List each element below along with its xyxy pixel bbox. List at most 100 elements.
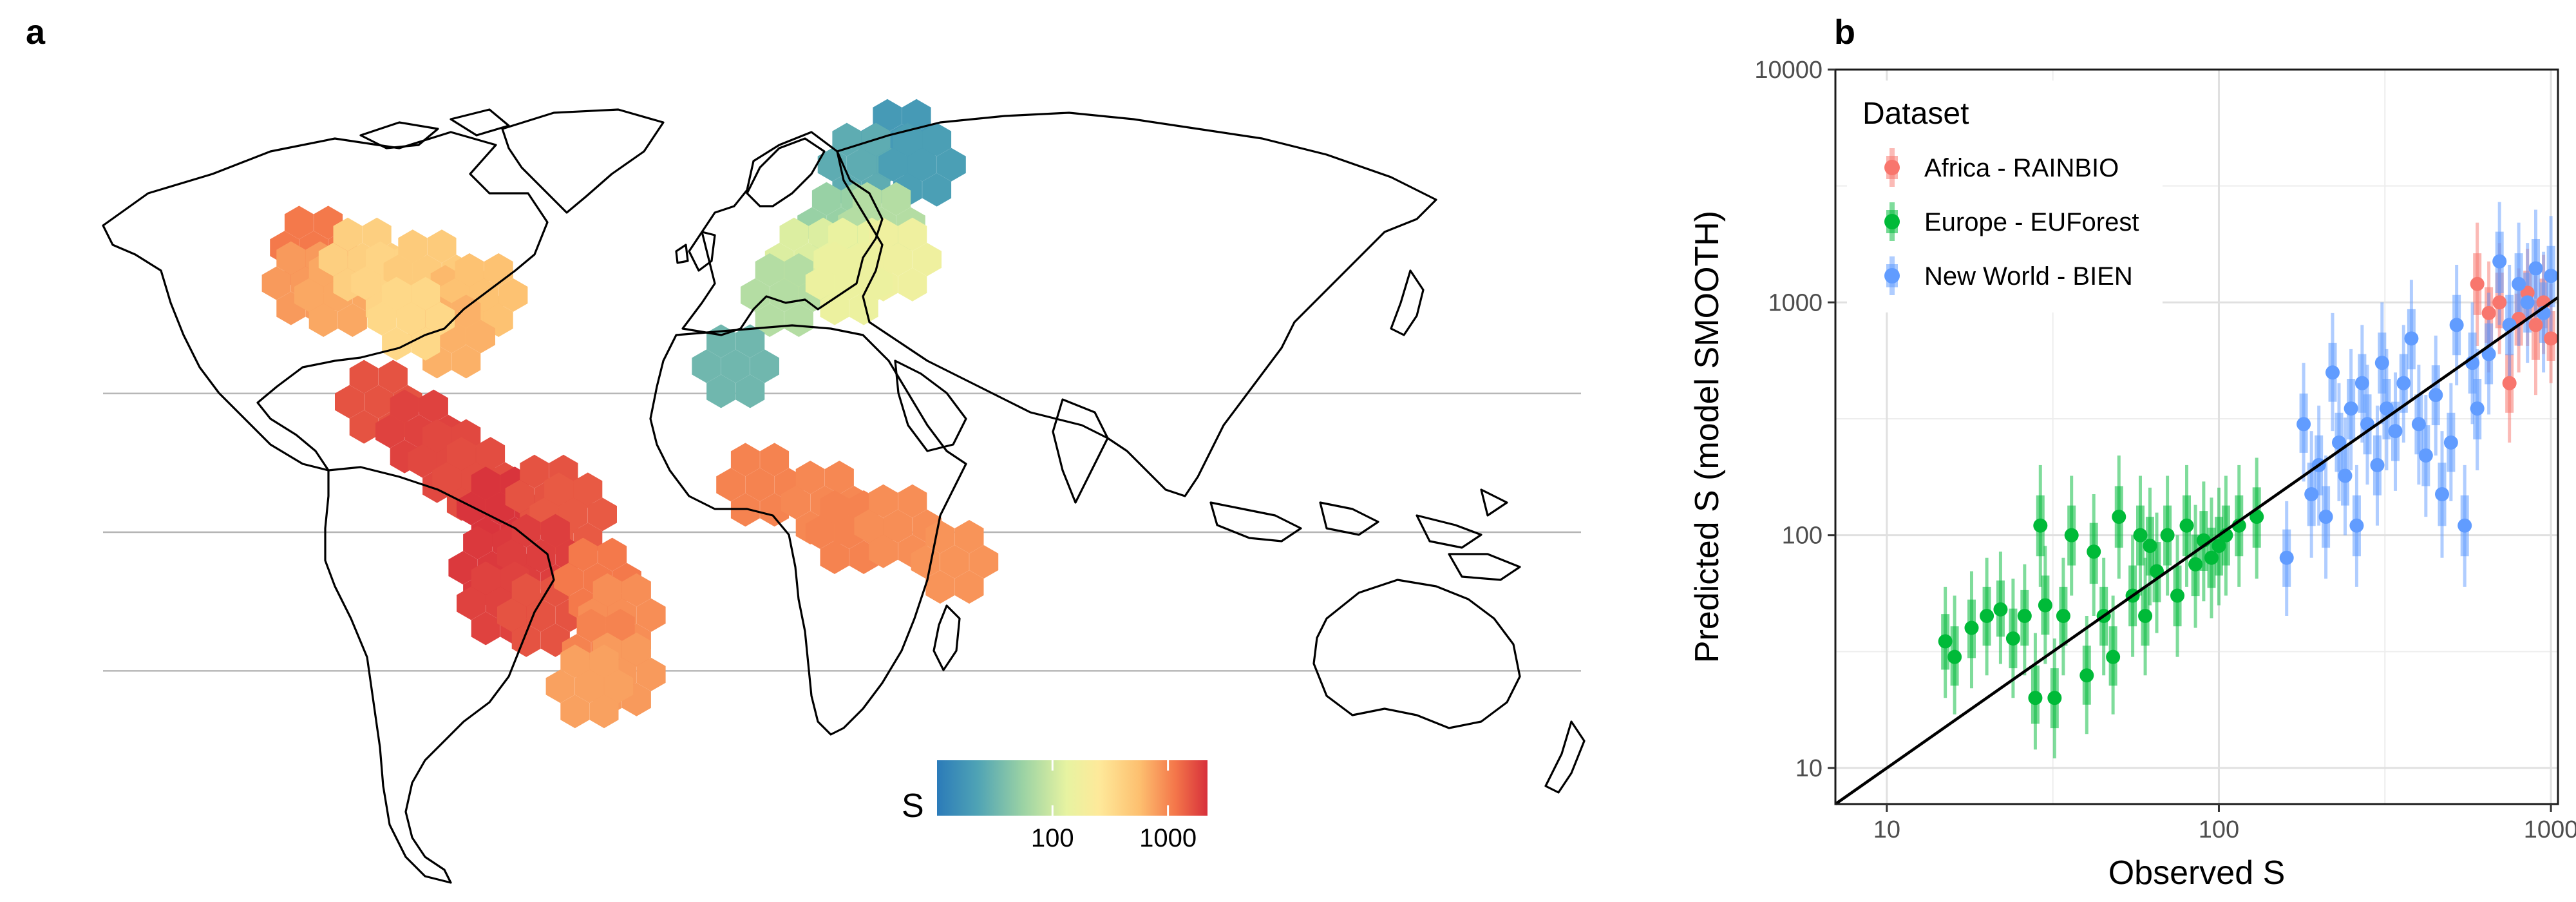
richness-hex-cell [349,410,379,444]
data-point [2379,401,2394,416]
richness-hex-cell [276,241,306,275]
data-point [2388,424,2403,439]
richness-hex-cell [847,148,876,182]
data-point [2435,487,2450,502]
coastline-arctic-islands [359,108,510,149]
richness-hex-cell [471,466,500,501]
richness-hex-cell [741,278,770,312]
richness-hex-cell [425,302,455,336]
data-point [1964,620,1979,635]
data-point [2470,276,2485,291]
richness-hex-cell [589,695,619,729]
richness-hex-cell [832,122,862,157]
richness-hex-cell [692,349,721,383]
data-point [2325,365,2340,380]
coastlines [102,108,1586,884]
richness-hex-cell [284,206,314,240]
panel-b-label: b [1834,13,1855,52]
data-point [2481,347,2496,361]
richness-hex-cell [432,462,462,496]
data-point [2528,261,2543,276]
plot-border [1834,68,2559,805]
richness-hex-cell [925,520,955,553]
data-point [2279,550,2294,565]
richness-hex-cell [869,484,898,518]
coastline-south-america [324,466,555,884]
richness-hex-cell [463,526,493,560]
x-tick-label: 100 [2199,816,2239,843]
richness-hex-cell [574,669,604,704]
richness-hex-cell [526,539,556,573]
colorbar-tick-label: 1000 [1139,824,1197,852]
legend-background [1847,81,2163,312]
data-point [2370,457,2385,472]
richness-hex-cell [318,242,348,276]
data-point [2017,608,2032,623]
richness-hex-cell [592,573,622,607]
x-tick-label: 1000 [2524,816,2576,843]
richness-hex-cell [396,302,426,336]
data-point [2160,528,2175,542]
data-point [2079,668,2094,683]
data-point [2528,318,2543,332]
legend: Dataset Africa - RAINBIO Europe - EUFores… [1847,81,2163,312]
richness-hex-cell [907,148,937,182]
richness-hex-cell [820,541,849,574]
scatter-plot-panel: 10 100 1000 10 100 1000 10000 Observed S Pred… [1689,57,2576,892]
x-tick-label: 10 [1873,816,1900,843]
richness-hex-cell [451,345,481,379]
richness-hex-cell [422,419,452,453]
richness-hex-cell [382,327,412,361]
colorbar-ticks: 100 1000 [1031,760,1197,852]
richness-hex-cell [849,291,878,325]
data-point [2297,417,2311,432]
panel-a-label: a [26,13,46,52]
richness-hex-cell [398,229,428,264]
richness-hex-cell [337,303,367,337]
richness-hex-cell [869,534,898,568]
richness-hex-cell [898,484,927,518]
coastline-scandinavia [746,137,826,207]
richness-hex-cell [925,570,955,604]
richness-hex-cell [781,486,811,519]
richness-hex-cell [716,468,746,502]
richness-hex-cell [750,349,779,383]
data-point [2138,608,2153,623]
data-point [2133,528,2148,542]
richness-hex-cell [864,266,893,300]
richness-hex-cell [471,611,500,646]
legend-point-swatch [1884,160,1900,175]
richness-hex-cell [349,360,379,394]
richness-hex-cell [636,657,666,691]
x-axis-title: Observed S [2108,854,2286,892]
legend-label: New World - BIEN [1924,262,2133,291]
coastline-greenland [501,108,665,214]
richness-hex-cell [922,122,952,157]
reference-line-y-equals-x [1834,296,2559,805]
richness-hex-cell [560,695,590,729]
richness-hex-cell [730,443,760,477]
richness-hex-cell [573,472,603,506]
richness-hex-cell [568,537,598,571]
data-point [2179,518,2194,533]
richness-hex-cell [969,545,999,579]
y-tick-label: 10000 [1754,57,1823,84]
richness-hex-cell [621,632,651,666]
data-point [2544,269,2559,283]
richness-hex-cell [544,472,574,506]
y-axis-ticks: 10 100 1000 10000 [1754,57,1835,782]
data-point [2106,649,2121,664]
legend-items: Africa - RAINBIO Europe - EUForest New Wor… [1884,148,2139,295]
richness-hex-cell [526,598,556,632]
richness-hex-cell [448,551,478,585]
richness-hex-cell [735,374,765,408]
richness-hex-cell [408,444,437,478]
richness-hex-cell [419,389,448,423]
data-point [2449,318,2464,332]
richness-hex-cell [367,302,397,336]
richness-hex-cell [745,468,775,502]
richness-hex-cell [587,497,617,532]
richness-hex-cell [706,374,736,408]
coastline-new-zealand [1544,720,1586,794]
data-point [2458,518,2472,533]
